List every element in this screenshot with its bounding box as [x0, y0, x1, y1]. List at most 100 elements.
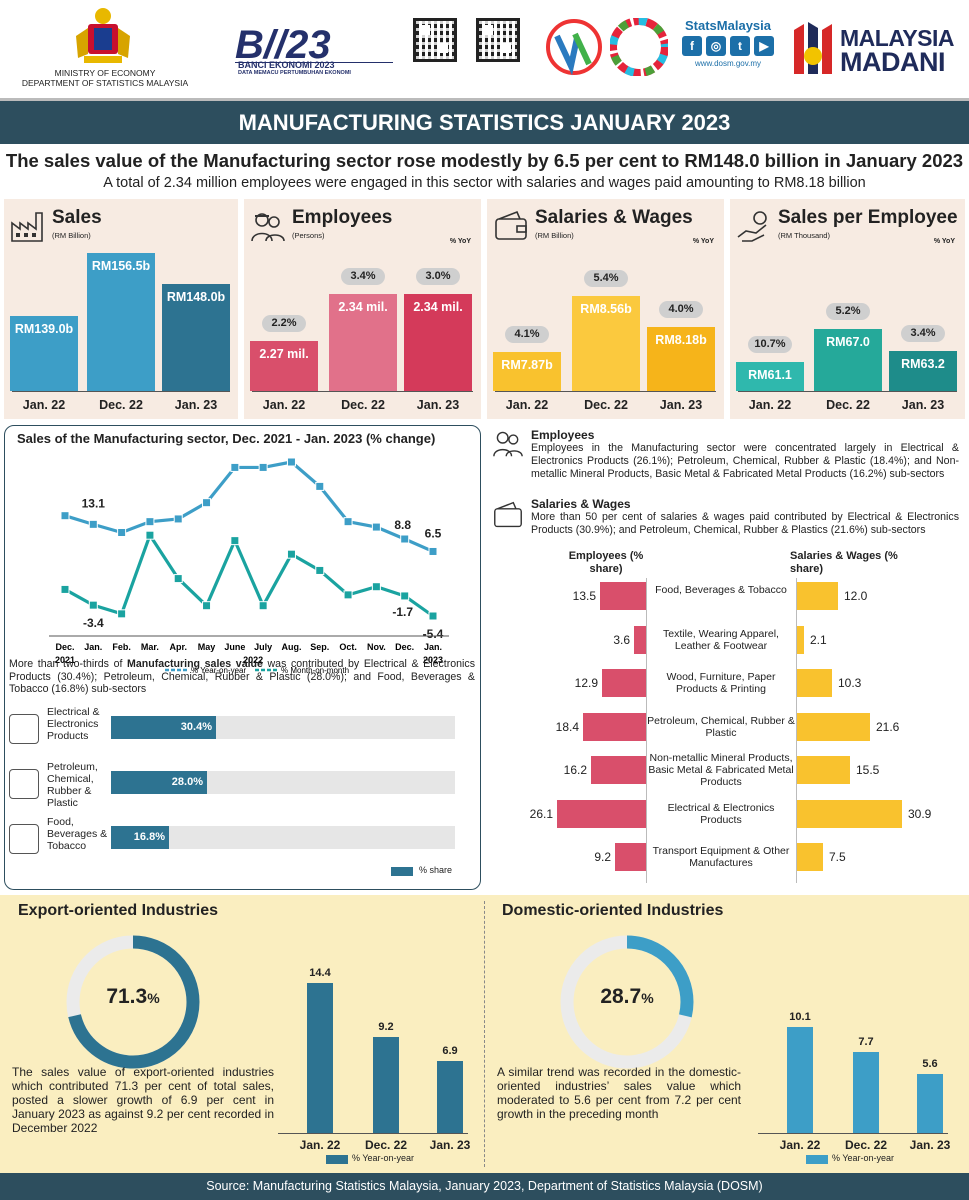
- yoy-point: [145, 517, 155, 527]
- employees-title: Employees: [292, 207, 393, 228]
- year-tick-label: 2021: [55, 655, 75, 665]
- donut-arc: [560, 935, 694, 1069]
- mom-point: [400, 591, 410, 601]
- month-tick-label: July: [254, 642, 272, 652]
- money-hand-icon: [737, 211, 767, 242]
- domestic-bars-legend-swatch: [806, 1155, 828, 1164]
- employees-bar: 2.34 mil.: [329, 294, 397, 391]
- employees-share-bar: [602, 669, 646, 697]
- share-bar: 30.4%: [111, 716, 216, 739]
- salaries-share-header: Salaries & Wages (% share): [790, 550, 898, 575]
- madani-line-2: MADANI: [840, 47, 946, 77]
- para-bold: Manufacturing sales value: [127, 658, 263, 670]
- salaries-axis: [495, 391, 716, 392]
- mom-label-last: -5.4: [423, 627, 444, 641]
- sdg-wheel-icon: [610, 18, 668, 76]
- export-bars-legend-swatch: [326, 1155, 348, 1164]
- sector-icon: [9, 714, 39, 744]
- per_employee-bar-label: RM63.2: [901, 357, 945, 371]
- salaries-note: Salaries & Wages More than 50 per cent o…: [531, 497, 959, 537]
- employees-unit: (Persons): [292, 231, 325, 240]
- domestic-bars-bar: [853, 1052, 879, 1133]
- domestic-title: Domestic-oriented Industries: [502, 902, 724, 919]
- share-category-label: Transport Equipment & Other Manufactures: [652, 845, 790, 869]
- salaries-bar-label: RM7.87b: [501, 358, 553, 372]
- export-donut-label: 71.3%: [58, 985, 208, 1009]
- employees-category-label: Jan. 23: [416, 398, 460, 412]
- yoy-label-dec: 8.8: [394, 518, 411, 532]
- mom-label-first: -3.4: [83, 616, 104, 630]
- yoy-point: [202, 498, 212, 508]
- per-employee-title: Sales per Employee: [778, 207, 958, 228]
- month-tick-label: Jan.: [84, 642, 102, 652]
- employees-share-value: 13.5: [572, 589, 596, 603]
- per_employee-bar: RM61.1: [736, 362, 804, 391]
- qr-code-icon[interactable]: [413, 18, 457, 62]
- domestic-text: A similar trend was recorded in the dome…: [497, 1065, 741, 1121]
- mom-point: [315, 565, 325, 575]
- sector-icon: [9, 769, 39, 799]
- stats-url[interactable]: www.dosm.gov.my: [694, 59, 762, 68]
- per_employee-category-label: Jan. 23: [901, 398, 945, 412]
- yoy-point: [371, 522, 381, 532]
- share-bar-track: 16.8%: [111, 826, 455, 849]
- sales-bar-label: RM139.0b: [14, 322, 74, 336]
- headline: The sales value of the Manufacturing sec…: [5, 150, 964, 171]
- employees-share-bar: [615, 843, 646, 871]
- qr-code-facebook-icon[interactable]: [476, 18, 520, 62]
- sales-category-label: Dec. 22: [99, 398, 143, 412]
- export-donut-value: 71.3: [106, 985, 148, 1008]
- facebook-icon[interactable]: f: [682, 36, 702, 56]
- yoy-point: [258, 462, 268, 472]
- salaries-share-value: 2.1: [810, 632, 827, 647]
- month-tick-label: Aug.: [281, 642, 301, 652]
- yoy-point: [428, 546, 438, 556]
- employees-panel: Employees (Persons) % YoY 2.27 mil. Jan. …: [244, 199, 481, 419]
- sales-bar: RM139.0b: [10, 316, 78, 391]
- banci-logo-text: BANCI EKONOMI 2023: [238, 60, 335, 70]
- per_employee-bar: RM67.0: [814, 329, 882, 391]
- share-bar: 16.8%: [111, 826, 169, 849]
- sales-bar: RM156.5b: [87, 253, 155, 391]
- factory-icon: [11, 212, 43, 242]
- share-bar: 28.0%: [111, 771, 207, 794]
- export-bars-bar: [437, 1061, 463, 1133]
- month-tick-label: Feb.: [112, 642, 131, 652]
- stats-malaysia-title: StatsMalaysia: [685, 18, 771, 33]
- yoy-point: [117, 527, 127, 537]
- domestic-bars-bar-label: 5.6: [922, 1058, 938, 1070]
- industries-section: Export-oriented Industries 71.3% The sal…: [0, 895, 969, 1173]
- sales-category-label: Jan. 22: [22, 398, 66, 412]
- salaries-yoy-pill: 4.0%: [659, 301, 703, 318]
- banci-ekonomi-logo: B//23: [235, 23, 393, 67]
- yoy-point: [315, 481, 325, 491]
- salaries-axis: [796, 578, 797, 883]
- sales-change-panel: Sales of the Manufacturing sector, Dec. …: [4, 425, 481, 890]
- domestic-bars-category-label: Dec. 22: [844, 1138, 888, 1152]
- sales-axis: [12, 391, 230, 392]
- sales-change-line-chart: 13.1 8.8 6.5 -3.4 -1.7 -5.4 Dec. Jan. Feb. Mar. Ap…: [49, 457, 449, 674]
- employees-share-bar: [634, 625, 646, 654]
- twitter-icon[interactable]: t: [730, 36, 750, 56]
- salaries-yoy-pill: 4.1%: [505, 326, 549, 343]
- sales-bar-label: RM148.0b: [166, 290, 226, 304]
- instagram-icon[interactable]: ◎: [706, 36, 726, 56]
- salaries-yoy-note: % YoY: [692, 238, 714, 245]
- sales-bar-label: RM156.5b: [91, 259, 151, 273]
- mom-point: [173, 574, 183, 584]
- salaries-share-bar: [797, 625, 804, 654]
- month-tick-label: Dec.: [395, 642, 414, 652]
- salaries-share-bar: [797, 582, 838, 610]
- title-bar: MANUFACTURING STATISTICS JANUARY 2023: [0, 98, 969, 144]
- employees-share-value: 26.1: [529, 806, 553, 821]
- section-divider: [484, 901, 485, 1167]
- export-text: The sales value of export-oriented indus…: [12, 1065, 274, 1135]
- salaries-category-label: Dec. 22: [584, 398, 628, 412]
- sales-unit: (RM Billion): [52, 231, 91, 240]
- madani-logo-text: MALAYSIA MADANI: [840, 26, 955, 77]
- youtube-icon[interactable]: ▶: [754, 36, 774, 56]
- wallet-icon: [494, 501, 522, 528]
- yoy-point: [88, 519, 98, 529]
- mom-label-dec: -1.7: [392, 605, 413, 619]
- yoy-line: [64, 460, 434, 553]
